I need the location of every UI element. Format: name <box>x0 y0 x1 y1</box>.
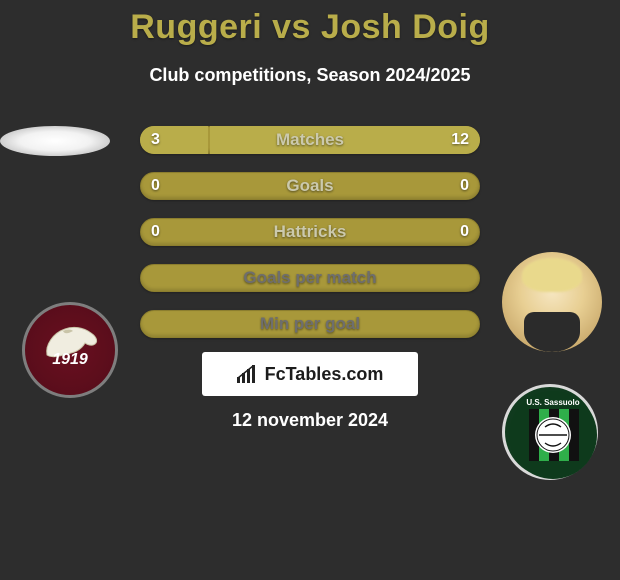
page-title: Ruggeri vs Josh Doig <box>0 0 620 47</box>
sassuolo-badge-icon: U.S. Sassuolo <box>505 387 601 483</box>
stat-bar-segment-right <box>210 126 480 154</box>
stat-bar: 0 0Hattricks <box>140 218 480 246</box>
stat-bar: Min per goal <box>140 310 480 338</box>
stat-value-left: 3 <box>151 131 160 149</box>
comparison-bars: 312Matches00Goals00HattricksGoals per ma… <box>140 126 480 356</box>
club-badge-right: U.S. Sassuolo <box>502 384 598 480</box>
subtitle: Club competitions, Season 2024/2025 <box>0 65 620 86</box>
stat-label: Hattricks <box>141 222 479 242</box>
stat-label: Goals <box>141 176 479 196</box>
stat-bar: 312Matches <box>140 126 480 154</box>
stat-label: Min per goal <box>141 314 479 334</box>
club-badge-left-year: 1919 <box>25 351 115 369</box>
stat-value-right: 12 <box>451 131 469 149</box>
svg-text:U.S. Sassuolo: U.S. Sassuolo <box>526 398 579 407</box>
bar-chart-icon <box>237 365 259 383</box>
watermark: FcTables.com <box>202 352 418 396</box>
player-left-photo <box>0 126 110 156</box>
stat-value-left: 0 <box>151 223 160 241</box>
stat-value-right: 0 <box>460 177 469 195</box>
stat-value-left: 0 <box>151 177 160 195</box>
player-right-photo <box>502 252 602 352</box>
stat-bar: Goals per match <box>140 264 480 292</box>
stat-label: Goals per match <box>141 268 479 288</box>
club-badge-left: 1919 <box>22 302 118 398</box>
comparison-container: 1919 U.S. Sassuolo 312Matches00Goals00Ha… <box>0 126 620 386</box>
stat-bar: 0 0Goals <box>140 172 480 200</box>
stat-value-right: 0 <box>460 223 469 241</box>
date: 12 november 2024 <box>0 410 620 431</box>
watermark-text: FcTables.com <box>265 364 384 385</box>
